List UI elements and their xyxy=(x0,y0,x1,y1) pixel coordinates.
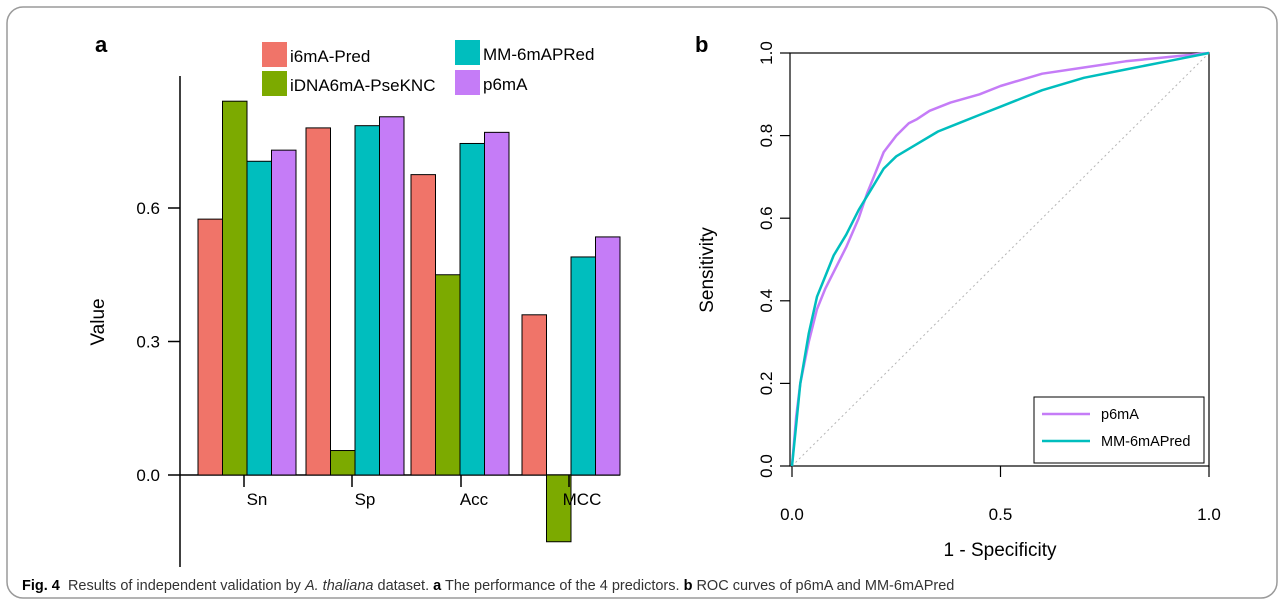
bar-sn-p6ma xyxy=(271,149,297,476)
panel-b-ytick-label: 0.4 xyxy=(757,289,776,313)
bar-sn-idna6ma-pseknc xyxy=(222,100,248,476)
legend-swatch-mm-6mapred xyxy=(455,40,480,65)
legend-swatch-p6ma xyxy=(455,70,480,95)
bar-sn-mm-6mapred xyxy=(246,160,272,476)
panel-b-ytick-label: 0.2 xyxy=(757,372,776,396)
caption-species: A. thaliana xyxy=(304,578,374,594)
panel-a-ytick-label: 0.6 xyxy=(136,199,160,218)
caption-panel-b-label: b xyxy=(683,578,693,594)
caption-text-2: dataset. xyxy=(377,578,430,594)
panel-b-ylabel: Sensitivity xyxy=(697,227,718,313)
panel-a-bars xyxy=(197,100,621,543)
bar-acc-idna6ma-pseknc xyxy=(435,274,461,476)
legend-label-idna6ma-pseknc: iDNA6mA-PseKNC xyxy=(290,76,435,95)
panel-a-ytick-label: 0.3 xyxy=(136,333,160,352)
bar-acc-i6ma-pred xyxy=(410,174,436,476)
panel-b-legend-box xyxy=(1033,396,1205,464)
panel-a-yticks: 0.0 0.3 0.6 xyxy=(136,199,180,485)
legend-label-p6ma: p6mA xyxy=(483,75,528,94)
bar-sn-i6ma-pred xyxy=(197,218,223,476)
bar-mcc-mm-6mapred xyxy=(570,256,596,476)
panel-b-label: b xyxy=(695,32,708,57)
panel-b-xticks: 0.0 0.5 1.0 xyxy=(780,466,1221,524)
bar-acc-mm-6mapred xyxy=(459,142,485,476)
bar-mcc-idna6ma-pseknc xyxy=(546,474,572,543)
panel-b-ytick-label: 0.8 xyxy=(757,124,776,148)
caption-panel-b-text: ROC curves of p6mA and MM-6mAPred xyxy=(696,578,955,594)
panel-b-xlabel: 1 - Specificity xyxy=(944,540,1057,561)
bar-acc-p6ma xyxy=(484,131,510,476)
bar-mcc-i6ma-pred xyxy=(521,314,547,476)
bar-sp-p6ma xyxy=(379,116,405,476)
panel-a-xtick-label-sn: Sn xyxy=(247,490,268,509)
panel-a-ylabel: Value xyxy=(88,298,109,345)
panel-b-legend-label-p6ma: p6mA xyxy=(1101,407,1139,423)
panel-a-ytick-label: 0.0 xyxy=(136,466,160,485)
legend-swatch-i6ma-pred xyxy=(262,42,287,67)
panel-a-xticks: Sn Sp Acc MCC xyxy=(243,475,602,509)
caption-fig-label: Fig. 4 xyxy=(22,578,60,594)
roc-curve-p6ma xyxy=(790,51,1210,467)
legend-swatch-idna6ma-pseknc xyxy=(262,71,287,96)
panel-b-ytick-label: 1.0 xyxy=(757,41,776,65)
bar-sp-mm-6mapred xyxy=(354,125,380,476)
panel-b-curves xyxy=(790,51,1210,467)
panel-b-plot-box xyxy=(789,52,1210,467)
panel-a-xtick-label-acc: Acc xyxy=(460,490,489,509)
panel-a-label: a xyxy=(95,32,108,57)
panel-b-legend: p6mA MM-6mAPred xyxy=(1033,396,1205,464)
panel-b-ytick-label: 0.0 xyxy=(757,454,776,478)
figure-caption: Fig. 4 Results of independent validation… xyxy=(22,578,954,594)
panel-a-xtick-label-sp: Sp xyxy=(355,490,376,509)
bar-sp-idna6ma-pseknc xyxy=(330,450,356,476)
legend-label-mm-6mapred: MM-6mAPRed xyxy=(483,45,594,64)
bar-sp-i6ma-pred xyxy=(305,127,331,476)
panel-b-xtick-label: 1.0 xyxy=(1197,505,1221,524)
panel-a-xtick-label-mcc: MCC xyxy=(563,490,602,509)
bar-mcc-p6ma xyxy=(595,236,621,476)
panel-b-xtick-label: 0.0 xyxy=(780,505,804,524)
caption-text-1: Results of independent validation by xyxy=(67,578,301,594)
caption-panel-a-text: The performance of the 4 predictors. xyxy=(444,578,680,594)
panel-a-legend: i6mA-Pred iDNA6mA-PseKNC MM-6mAPRed p6mA xyxy=(262,40,594,96)
panel-b-ytick-label: 0.6 xyxy=(757,206,776,230)
caption-panel-a-label: a xyxy=(433,578,442,594)
panel-b-legend-label-mm-6mapred: MM-6mAPred xyxy=(1101,434,1190,450)
roc-curve-mm-6mapred xyxy=(790,51,1210,467)
legend-label-i6ma-pred: i6mA-Pred xyxy=(290,47,370,66)
panel-a: a Value 0.0 0.3 0.6 Sn Sp Acc MCC i6mA-Pred iD… xyxy=(88,32,621,567)
figure-border xyxy=(6,6,1278,599)
panel-b: b 0.0 0.2 0.4 0.6 0.8 1.0 0.0 0.5 1.0 Sensitivi… xyxy=(695,32,1221,561)
panel-b-xtick-label: 0.5 xyxy=(989,505,1013,524)
panel-b-yticks: 0.0 0.2 0.4 0.6 0.8 1.0 xyxy=(757,41,790,478)
